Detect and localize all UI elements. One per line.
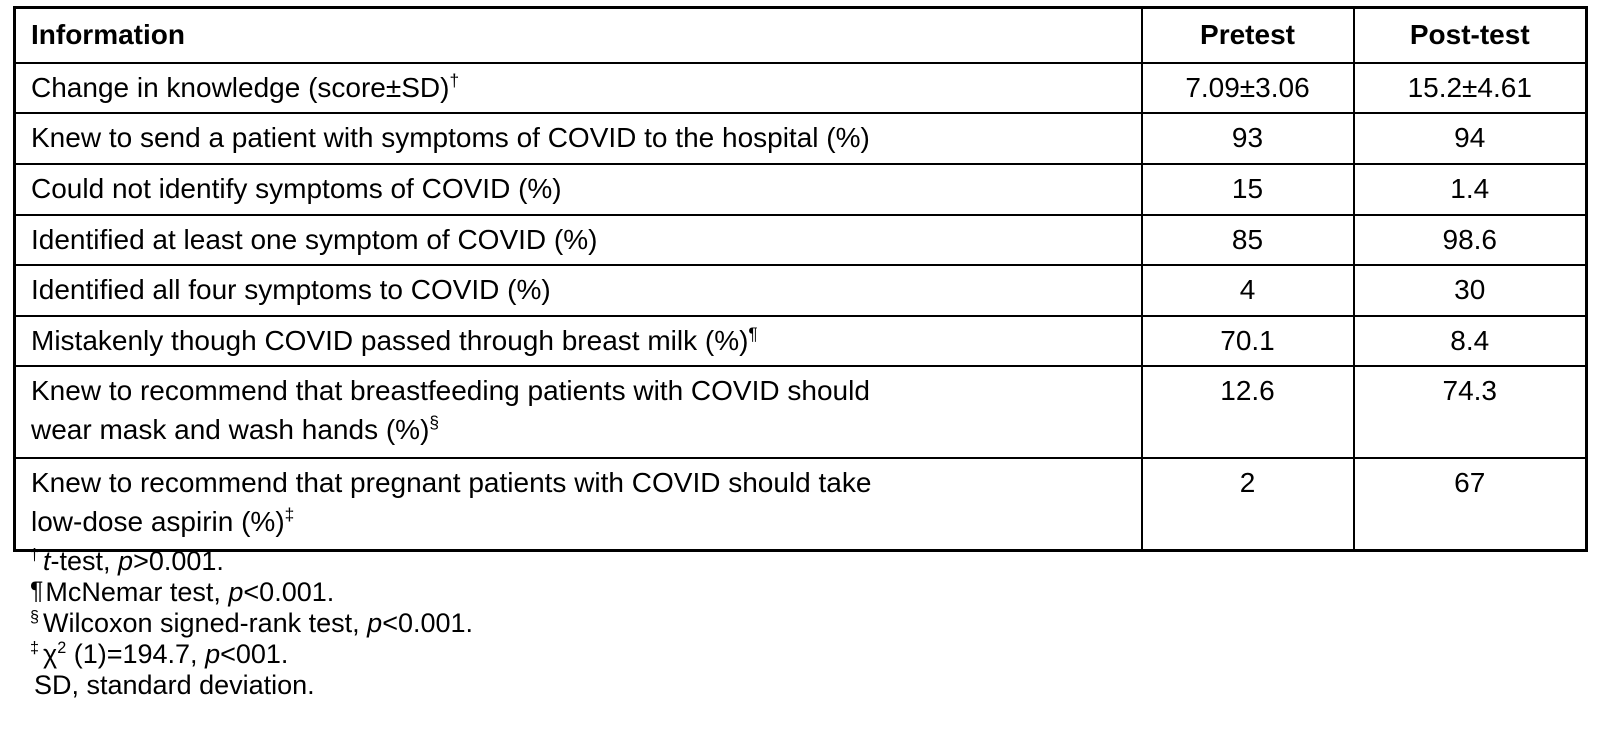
row-label-text: Identified all four symptoms to COVID (%… xyxy=(31,274,551,306)
footnote-marker-ref: † xyxy=(449,70,460,91)
pretest-value: 4 xyxy=(1140,264,1355,317)
row-label-text: Change in knowledge (score±SD) xyxy=(31,71,450,103)
table-row: Knew to send a patient with symptoms of … xyxy=(13,112,1588,165)
header-row: Information Pretest Post-test xyxy=(13,6,1588,64)
posttest-value: 67 xyxy=(1352,457,1588,552)
section-marker: § xyxy=(30,608,40,626)
posttest-value: 94 xyxy=(1352,112,1588,165)
footnote-ttest: † t-test, p>0.001. xyxy=(30,546,224,576)
row-label: Mistakenly though COVID passed through b… xyxy=(13,314,1143,368)
footnote-wilcoxon: § Wilcoxon signed-rank test, p<0.001. xyxy=(30,608,474,638)
row-label: Identified at least one symptom of COVID… xyxy=(13,213,1143,267)
table-row: Could not identify symptoms of COVID (%)… xyxy=(13,162,1588,216)
dagger-marker: † xyxy=(30,546,40,564)
row-label-text: Identified at least one symptom of COVID… xyxy=(31,223,598,255)
row-label: Change in knowledge (score±SD)† xyxy=(13,61,1143,115)
row-label-text: Knew to send a patient with symptoms of … xyxy=(31,122,870,154)
pilcrow-marker: ¶ xyxy=(30,578,44,605)
footnote-sd: SD, standard deviation. xyxy=(34,670,315,700)
posttest-value: 1.4 xyxy=(1352,162,1588,216)
table-row: Knew to recommend that breastfeeding pat… xyxy=(13,365,1588,460)
pretest-value: 85 xyxy=(1140,213,1355,267)
results-table: Information Pretest Post-test Change in … xyxy=(13,6,1588,552)
row-label: Identified all four symptoms to COVID (%… xyxy=(13,264,1143,317)
double-dagger-marker: ‡ xyxy=(30,639,40,657)
pretest-value: 7.09±3.06 xyxy=(1140,61,1355,115)
footnote-marker-ref: § xyxy=(429,412,440,433)
row-label-text: Knew to recommend that pregnant patients… xyxy=(31,467,872,537)
table-row: Identified all four symptoms to COVID (%… xyxy=(13,264,1588,317)
pretest-value: 93 xyxy=(1140,112,1355,165)
posttest-value: 74.3 xyxy=(1352,365,1588,460)
row-label-text: Knew to recommend that breastfeeding pat… xyxy=(31,375,870,445)
row-label: Knew to recommend that pregnant patients… xyxy=(13,457,1143,552)
table-row: Change in knowledge (score±SD)† 7.09±3.0… xyxy=(13,61,1588,115)
footnote-marker-ref: ¶ xyxy=(748,323,758,344)
footnotes-block: † t-test, p>0.001. ¶McNemar test, p<0.001… xyxy=(30,546,473,701)
row-label-text: Could not identify symptoms of COVID (%) xyxy=(31,172,562,204)
pretest-value: 12.6 xyxy=(1140,365,1355,460)
table-row: Knew to recommend that pregnant patients… xyxy=(13,457,1588,552)
footnote-marker-ref: ‡ xyxy=(284,504,295,525)
pretest-value: 2 xyxy=(1140,457,1355,552)
column-header-information: Information xyxy=(13,6,1143,64)
table-row: Mistakenly though COVID passed through b… xyxy=(13,314,1588,368)
posttest-value: 8.4 xyxy=(1352,314,1588,368)
posttest-value: 30 xyxy=(1352,264,1588,317)
column-header-pretest: Pretest xyxy=(1140,6,1355,64)
row-label: Knew to recommend that breastfeeding pat… xyxy=(13,365,1143,460)
pretest-value: 70.1 xyxy=(1140,314,1355,368)
footnote-chisquare: ‡ χ2 (1)=194.7, p<001. xyxy=(30,639,289,669)
table-row: Identified at least one symptom of COVID… xyxy=(13,213,1588,267)
pretest-value: 15 xyxy=(1140,162,1355,216)
footnote-mcnemar: ¶McNemar test, p<0.001. xyxy=(30,577,335,607)
row-label: Knew to send a patient with symptoms of … xyxy=(13,112,1143,165)
column-header-posttest: Post-test xyxy=(1352,6,1588,64)
posttest-value: 15.2±4.61 xyxy=(1352,61,1588,115)
row-label: Could not identify symptoms of COVID (%) xyxy=(13,162,1143,216)
posttest-value: 98.6 xyxy=(1352,213,1588,267)
row-label-text: Mistakenly though COVID passed through b… xyxy=(31,324,749,356)
